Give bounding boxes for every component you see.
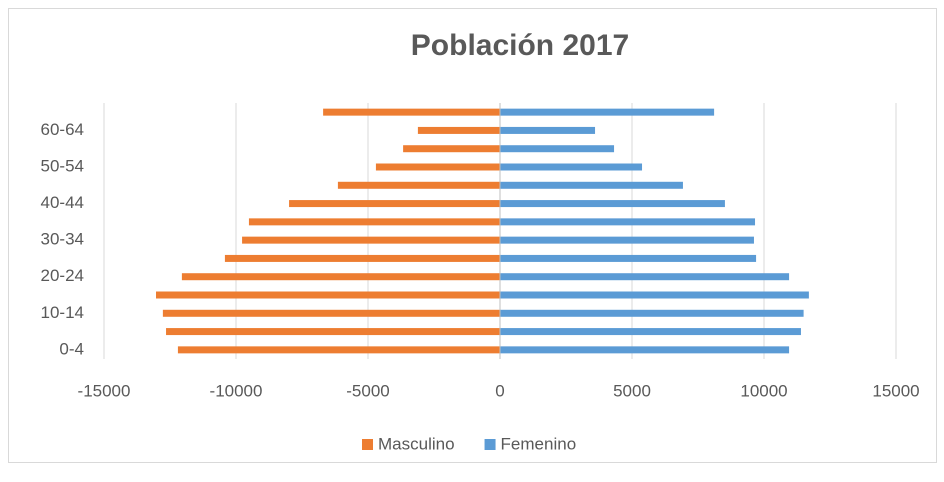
x-tick-label: 10000 [740, 381, 787, 400]
bar [162, 309, 500, 317]
x-tick-label: 5000 [613, 381, 651, 400]
bar [500, 218, 756, 226]
bar [403, 145, 500, 153]
y-tick-label: 50-54 [41, 156, 84, 175]
y-tick-label: 0-4 [59, 339, 84, 358]
legend-label: Masculino [378, 434, 455, 453]
x-tick-label: 15000 [872, 381, 919, 400]
bar [337, 181, 500, 189]
bar [500, 181, 683, 189]
legend-swatch [484, 439, 496, 450]
bar [375, 163, 500, 171]
bar [500, 236, 754, 244]
y-tick-label: 30-34 [41, 230, 84, 249]
bar [500, 346, 790, 354]
bar [166, 328, 501, 336]
chart-title: Población 2017 [411, 29, 629, 62]
bar [500, 163, 643, 171]
x-tick-label: -15000 [78, 381, 131, 400]
chart-border [8, 8, 937, 463]
x-tick-label: -5000 [346, 381, 389, 400]
bar [181, 273, 500, 281]
bar [500, 254, 757, 262]
bar [224, 254, 501, 262]
bar [500, 273, 790, 281]
bar [500, 200, 725, 208]
x-tick-label: 0 [495, 381, 504, 400]
bar [500, 309, 804, 317]
bar [500, 328, 801, 336]
bar [323, 108, 500, 116]
x-tick-label: -10000 [210, 381, 263, 400]
y-tick-label: 20-24 [41, 266, 84, 285]
y-tick-label: 60-64 [41, 120, 84, 139]
bar [248, 218, 500, 226]
y-tick-label: 40-44 [41, 193, 84, 212]
bar [177, 346, 501, 354]
legend-label: Femenino [501, 434, 577, 453]
bar [156, 291, 500, 299]
bar [500, 108, 715, 116]
bar [242, 236, 500, 244]
bar [500, 126, 596, 134]
bar [500, 291, 809, 299]
bar [500, 145, 615, 153]
bar [289, 200, 500, 208]
y-tick-label: 10-14 [41, 303, 84, 322]
legend-swatch [362, 439, 373, 450]
bar [417, 126, 500, 134]
